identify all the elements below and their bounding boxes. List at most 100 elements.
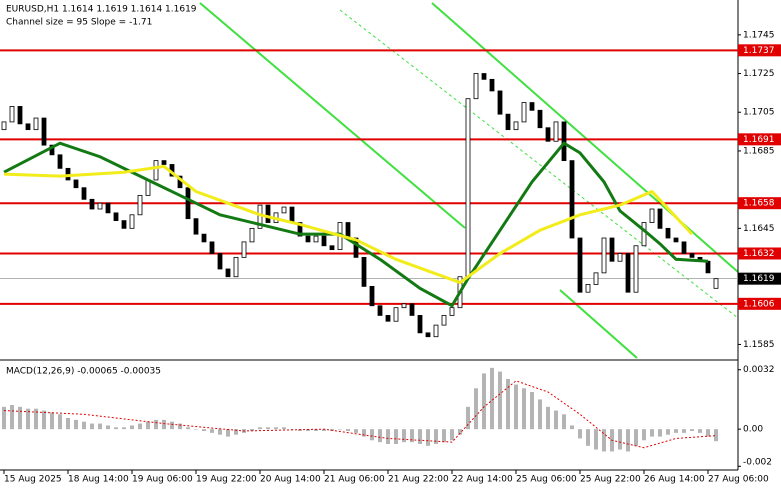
macd-bar [442, 429, 446, 443]
macd-bar [218, 429, 222, 435]
macd-bar [706, 429, 710, 437]
candle-body [585, 284, 591, 293]
macd-title: MACD(12,26,9) -0.00065 -0.00035 [6, 367, 161, 377]
candle-body [505, 113, 511, 131]
candle-body [545, 127, 551, 142]
candle-body [345, 222, 351, 239]
level-label: 1.1737 [743, 46, 775, 56]
level-label: 1.1632 [743, 249, 775, 259]
candle-body [529, 102, 535, 111]
candle-body [361, 256, 367, 287]
macd-bar [466, 406, 470, 430]
macd-bar [370, 429, 374, 441]
macd-bar [474, 388, 478, 430]
macd-bar [578, 429, 582, 439]
x-tick-label: 19 Aug 22:00 [196, 475, 257, 485]
macd-bar [674, 429, 678, 433]
macd-bar [10, 405, 14, 430]
candle-body [513, 121, 519, 131]
macd-bar [82, 421, 86, 430]
macd-bar [98, 423, 102, 430]
x-tick-label: 22 Aug 14:00 [452, 475, 513, 485]
candle-body [353, 237, 359, 258]
candle-body [329, 245, 335, 251]
candle-body [681, 241, 687, 254]
macd-bar [34, 408, 38, 430]
macd-bar [410, 429, 414, 443]
macd-bar [314, 429, 318, 431]
candle-body [537, 109, 543, 129]
macd-bar [562, 414, 566, 430]
candle-body [489, 78, 495, 92]
macd-bar [138, 423, 142, 430]
candle-body [89, 198, 95, 210]
macd-bar [106, 425, 110, 430]
macd-bar [178, 423, 182, 430]
level-label: 1.1691 [743, 135, 775, 145]
macd-bar [346, 429, 350, 431]
candle-body [193, 218, 199, 235]
level-label-box [738, 297, 781, 310]
candle-body [33, 117, 39, 131]
candle-body [689, 253, 695, 258]
candle-body [497, 90, 503, 115]
candle-body [577, 237, 583, 293]
candle-body [409, 303, 415, 316]
level-label-box [738, 133, 781, 146]
macd-bar [530, 392, 534, 430]
macd-y-tick-label: -0.002 [743, 458, 772, 468]
macd-bar [282, 427, 286, 430]
candle-body [673, 237, 679, 243]
x-tick-label: 20 Aug 14:00 [260, 475, 321, 485]
macd-bar [162, 419, 166, 430]
macd-bar [658, 429, 662, 437]
macd-bar [210, 429, 214, 433]
candle-body [441, 315, 447, 326]
macd-bar [546, 406, 550, 430]
macd-bar [42, 410, 46, 430]
x-tick-label: 25 Aug 22:00 [580, 475, 641, 485]
macd-bar [362, 429, 366, 437]
macd-bar [154, 419, 158, 430]
macd-bar [570, 425, 574, 430]
macd-bar [714, 429, 718, 442]
y-tick-label: 1.1585 [743, 340, 775, 350]
macd-bar [186, 427, 190, 430]
macd-bar [90, 423, 94, 430]
candle-body [249, 227, 255, 243]
candle-body [41, 117, 47, 146]
channel-line [559, 289, 638, 359]
macd-bar [618, 429, 622, 450]
moving-average [3, 141, 709, 308]
macd-bar [354, 429, 358, 433]
macd-bar [378, 429, 382, 443]
candle-body [641, 222, 647, 247]
candle-body [73, 179, 79, 189]
macd-bar [50, 412, 54, 430]
candle-body [281, 206, 287, 214]
macd-bar [386, 429, 390, 444]
macd-bar [490, 367, 494, 430]
chart-header: EURUSD,H1 1.1614 1.1619 1.1614 1.1619 [6, 5, 197, 15]
candle-body [233, 256, 239, 278]
x-tick-label: 18 Aug 14:00 [68, 475, 129, 485]
macd-bar [626, 429, 630, 452]
chart-subheader: Channel size = 95 Slope = -1.71 [6, 18, 152, 28]
macd-bar [306, 429, 310, 431]
candle-body [201, 233, 207, 243]
macd-bar [634, 429, 638, 446]
candle-body [649, 208, 655, 223]
y-tick-label: 1.1745 [743, 30, 775, 40]
candle-body [153, 160, 159, 181]
macd-bar [586, 429, 590, 446]
candle-body [705, 260, 711, 274]
moving-average [3, 164, 694, 285]
candle-body [25, 123, 31, 131]
current-price-box [738, 272, 781, 285]
y-tick-label: 1.1645 [743, 224, 775, 234]
x-tick-label: 15 Aug 2025 [4, 475, 62, 485]
candle-body [569, 160, 575, 239]
macd-bar [498, 371, 502, 430]
candle-body [553, 121, 559, 142]
